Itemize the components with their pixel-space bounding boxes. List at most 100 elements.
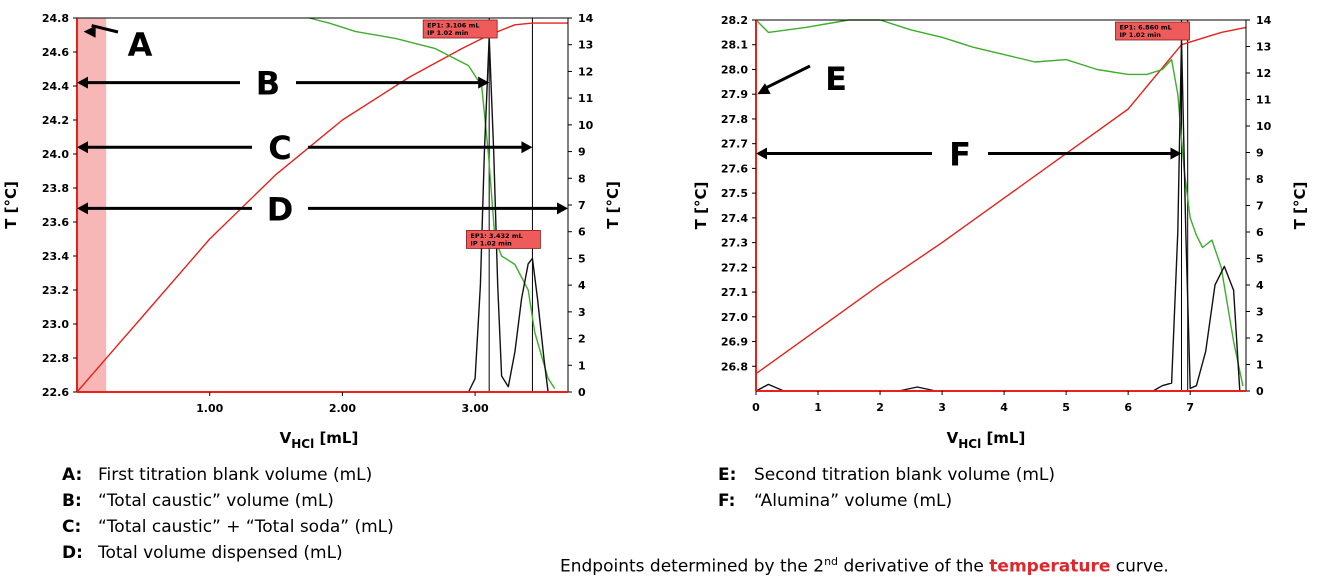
legend-text: “Alumina” volume (mL) [754, 491, 953, 511]
y-left-axis-label: T [°C] [2, 181, 20, 229]
y-left-axis-label: T [°C] [692, 182, 710, 230]
endpoint-ip-label: IP 1.02 min [1119, 31, 1161, 39]
y-right-tick-label: 4 [578, 279, 586, 292]
endpoint-ep-label: EP1: 6.860 mL [1119, 24, 1171, 32]
y-left-tick-label: 27.9 [721, 88, 748, 101]
x-axis-label-unit: [mL] [314, 429, 358, 447]
arrow-head [77, 141, 88, 154]
y-left-tick-label: 23.0 [42, 318, 69, 331]
arrow-head [557, 202, 568, 215]
y-left-tick-label: 26.8 [721, 360, 748, 373]
x-tick-label: 5 [1062, 401, 1070, 414]
y-right-tick-label: 2 [1256, 332, 1264, 345]
annotation-pointer-line [91, 24, 119, 34]
legend-key: B: [62, 491, 82, 511]
endpoint-box [466, 230, 541, 249]
y-left-tick-label: 26.9 [721, 336, 748, 349]
note-highlight: temperature [989, 556, 1111, 577]
chart-second-titration: 26.8 26.9 27.0 27.1 27.2 27.3 27.4 27.5 27.6 27.7… [692, 14, 1309, 451]
note-middle: derivative of the [838, 556, 990, 577]
annotation-letter: F [949, 136, 971, 174]
endpoint-ep-label: EP1: 3.106 mL [427, 22, 479, 30]
legend-text: Total volume dispensed (mL) [98, 543, 343, 563]
y-right-tick-label: 0 [1256, 385, 1264, 398]
y-left-tick-label: 22.6 [42, 386, 69, 399]
y-left-tick-label: 24.2 [42, 114, 69, 127]
arrow-head [77, 76, 88, 89]
x-tick-label: 2 [876, 401, 884, 414]
y-right-tick-label: 8 [578, 172, 586, 185]
endpoint-ip-label: IP 1.02 min [427, 29, 469, 37]
endpoint-ip-label: IP 1.02 min [470, 239, 512, 247]
x-tick-label: 0 [752, 401, 760, 414]
y-right-tick-label: 2 [578, 333, 586, 346]
x-tick-label: 3.00 [462, 402, 489, 415]
x-tick-label: 7 [1186, 401, 1194, 414]
y-right-tick-label: 4 [1256, 279, 1264, 292]
y-left-tick-label: 23.2 [42, 284, 69, 297]
legend-left: A: First titration blank volume (mL) B: “T… [62, 462, 394, 566]
y-right-tick-label: 0 [578, 386, 586, 399]
y-right-tick-label: 12 [1256, 67, 1271, 80]
annotation-letter: D [267, 190, 294, 228]
legend-text: “Total caustic” + “Total soda” (mL) [98, 517, 394, 537]
x-axis-label-sub: HCl [958, 437, 981, 451]
x-axis-label-main: V [280, 429, 292, 447]
annotation-letter: C [268, 129, 291, 167]
y-left-tick-label: 27.8 [721, 113, 748, 126]
y-left-tick-label: 27.7 [721, 138, 748, 151]
y-right-tick-label: 14 [578, 12, 594, 25]
y-left-tick-label: 27.5 [721, 187, 748, 200]
y-left-tick-label: 23.8 [42, 182, 69, 195]
endpoint-box [422, 19, 498, 39]
x-tick-label: 1.00 [196, 402, 223, 415]
legend-text: Second titration blank volume (mL) [754, 465, 1056, 485]
y-left-tick-label: 28.0 [721, 63, 748, 76]
arrow-head [83, 25, 96, 38]
legend-item-d: D: Total volume dispensed (mL) [62, 540, 394, 566]
annotation-letter: A [128, 26, 153, 64]
y-right-axis-label: T [°C] [604, 181, 622, 229]
legend-item-a: A: First titration blank volume (mL) [62, 462, 394, 488]
y-right-tick-label: 11 [578, 92, 593, 105]
y-left-tick-label: 27.1 [721, 286, 748, 299]
endpoint-note: Endpoints determined by the 2nd derivati… [560, 555, 1169, 577]
arrow-head [756, 147, 767, 160]
y-left-tick-label: 27.2 [721, 261, 748, 274]
annotation-letter: B [256, 65, 280, 103]
y-left-tick-label: 24.6 [42, 46, 69, 59]
y-right-tick-label: 7 [578, 199, 586, 212]
y-left-tick-label: 23.4 [42, 250, 69, 263]
y-right-tick-label: 9 [1256, 147, 1264, 160]
x-axis-label: VHCl [mL] [280, 429, 359, 451]
legend-key: C: [62, 517, 82, 537]
y-left-tick-label: 23.6 [42, 216, 69, 229]
arrow-head [478, 76, 490, 89]
x-tick-label: 4 [1000, 401, 1008, 414]
arrow-head [77, 202, 88, 215]
y-right-tick-label: 8 [1256, 173, 1264, 186]
legend-key: F: [718, 491, 736, 511]
y-right-tick-label: 5 [1256, 253, 1264, 266]
legend-item-c: C: “Total caustic” + “Total soda” (mL) [62, 514, 394, 540]
series-line-2 [309, 17, 556, 389]
series-line-1 [755, 26, 1247, 375]
blank-volume-band [77, 18, 107, 392]
x-tick-label: 6 [1124, 401, 1132, 414]
y-right-tick-label: 13 [1256, 41, 1271, 54]
legend-text: First titration blank volume (mL) [98, 465, 373, 485]
y-right-tick-label: 1 [578, 359, 586, 372]
y-right-tick-label: 6 [1256, 226, 1264, 239]
y-left-tick-label: 24.4 [42, 80, 69, 93]
legend-key: A: [62, 465, 83, 485]
series-line-3 [467, 36, 549, 393]
y-left-tick-label: 27.3 [721, 237, 748, 250]
annotation-letter: E [825, 60, 847, 98]
series-line-1 [76, 22, 568, 393]
x-axis-label-unit: [mL] [981, 429, 1025, 447]
y-right-tick-label: 3 [1256, 306, 1264, 319]
y-right-tick-label: 13 [578, 39, 593, 52]
y-left-tick-label: 28.2 [721, 14, 748, 27]
annotation-pointer-line [764, 64, 811, 90]
